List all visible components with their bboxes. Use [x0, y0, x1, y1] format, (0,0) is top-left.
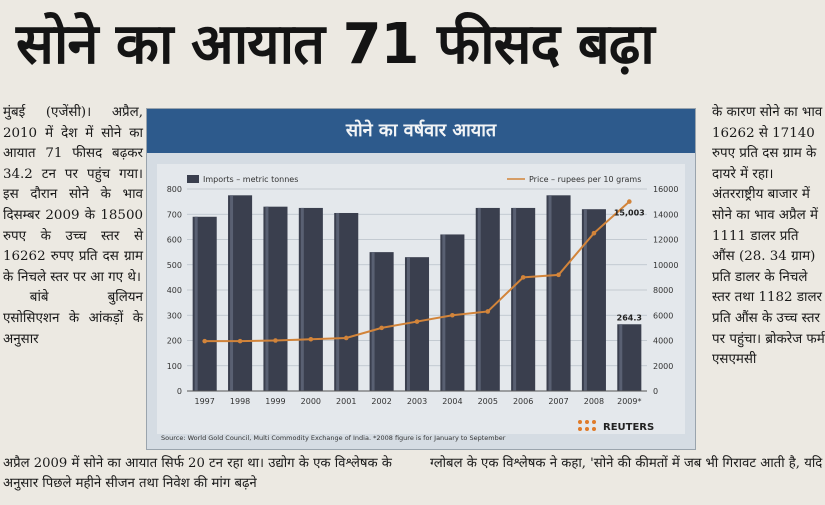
- left-axis-tick-label: 100: [167, 362, 182, 371]
- legend-imports: Imports – metric tonnes: [203, 175, 298, 184]
- price-point: [379, 325, 384, 331]
- right-axis-tick-label: 4000: [653, 337, 673, 346]
- legend-swatch-imports: [187, 175, 199, 183]
- right-axis-tick-label: 12000: [653, 236, 678, 245]
- right-axis-tick-label: 0: [653, 387, 658, 396]
- bar-highlight: [477, 207, 481, 391]
- left-paragraph-1: मुंबई (एजेंसी)। अप्रैल, 2010 में देश में…: [3, 105, 143, 285]
- price-point: [485, 309, 491, 314]
- bar-highlight: [619, 324, 623, 391]
- reuters-dot-icon: [578, 427, 582, 431]
- x-tick-label: 2008: [584, 397, 604, 406]
- right-axis-tick-label: 2000: [653, 362, 673, 371]
- left-paragraph-2: बांबे बुलियन एसोसिएशन के आंकड़ों के अनुस…: [3, 290, 143, 347]
- price-point: [556, 272, 561, 278]
- left-axis-tick-label: 0: [177, 387, 182, 396]
- x-tick-label: 2006: [513, 397, 533, 406]
- x-tick-label: 2004: [442, 397, 462, 406]
- price-point: [308, 336, 314, 342]
- price-point: [237, 338, 243, 344]
- left-column: मुंबई (एजेंसी)। अप्रैल, 2010 में देश में…: [3, 103, 143, 350]
- left-axis-tick-label: 600: [167, 236, 182, 245]
- legend-price: Price – rupees per 10 grams: [529, 175, 641, 184]
- bar-highlight: [265, 206, 269, 391]
- bottom-right-text: ग्लोबल के एक विश्लेषक ने कहा, 'सोने की क…: [430, 456, 825, 471]
- x-tick-label: 2009*: [617, 397, 641, 406]
- bar-highlight: [300, 207, 304, 391]
- price-point: [273, 338, 278, 343]
- price-point: [627, 199, 632, 204]
- right-axis-tick-label: 6000: [653, 311, 673, 320]
- price-point: [450, 312, 455, 318]
- chart-credit: REUTERS: [603, 422, 654, 433]
- left-axis-tick-label: 400: [167, 286, 182, 295]
- price-point: [520, 275, 526, 280]
- x-tick-label: 2007: [548, 397, 568, 406]
- data-label: 15,003: [614, 209, 645, 218]
- chart-source: Source: World Gold Council, Multi Commod…: [161, 434, 506, 442]
- price-point: [202, 338, 207, 344]
- reuters-dot-icon: [592, 427, 596, 431]
- bar-highlight: [230, 195, 234, 391]
- bar-highlight: [442, 234, 446, 391]
- right-axis-tick-label: 8000: [653, 286, 673, 295]
- price-point: [414, 319, 420, 324]
- reuters-dot-icon: [585, 420, 589, 424]
- bar-highlight: [513, 207, 517, 391]
- right-column: के कारण सोने का भाव 16262 से 17140 रुपए …: [712, 105, 825, 368]
- bottom-left-text: अप्रैल 2009 में सोने का आयात सिर्फ 20 टन…: [3, 456, 392, 491]
- left-axis-tick-label: 800: [167, 185, 182, 194]
- right-axis-tick-label: 10000: [653, 261, 678, 270]
- price-point: [591, 230, 597, 236]
- right-axis-tick-label: 14000: [653, 210, 678, 219]
- chart-title: सोने का वर्षवार आयात: [147, 109, 695, 153]
- right-axis-tick-label: 16000: [653, 185, 678, 194]
- x-tick-label: 1999: [265, 397, 285, 406]
- bar-highlight: [548, 195, 552, 391]
- reuters-dot-icon: [585, 427, 589, 431]
- data-label: 264.3: [617, 313, 642, 322]
- chart-svg: 0100200300400500600700800020004000600080…: [157, 164, 685, 442]
- left-axis-tick-label: 200: [167, 337, 182, 346]
- x-tick-label: 1998: [230, 397, 250, 406]
- x-tick-label: 1997: [195, 397, 215, 406]
- price-point: [343, 335, 349, 341]
- reuters-dot-icon: [592, 420, 596, 424]
- x-tick-label: 2000: [301, 397, 321, 406]
- x-tick-label: 2005: [478, 397, 498, 406]
- left-axis-tick-label: 300: [167, 311, 182, 320]
- bar-highlight: [371, 252, 375, 391]
- bar-highlight: [336, 212, 340, 391]
- x-tick-label: 2002: [371, 397, 391, 406]
- bar-highlight: [583, 209, 587, 391]
- left-axis-tick-label: 500: [167, 261, 182, 270]
- left-axis-tick-label: 700: [167, 210, 182, 219]
- headline: सोने का आयात 71 फीसद बढ़ा: [16, 12, 655, 77]
- bar-highlight: [194, 216, 198, 391]
- reuters-dot-icon: [578, 420, 582, 424]
- x-tick-label: 2003: [407, 397, 427, 406]
- x-tick-label: 2001: [336, 397, 356, 406]
- gold-import-chart: सोने का वर्षवार आयात 0 100 200 300 400 500 600…: [146, 108, 696, 450]
